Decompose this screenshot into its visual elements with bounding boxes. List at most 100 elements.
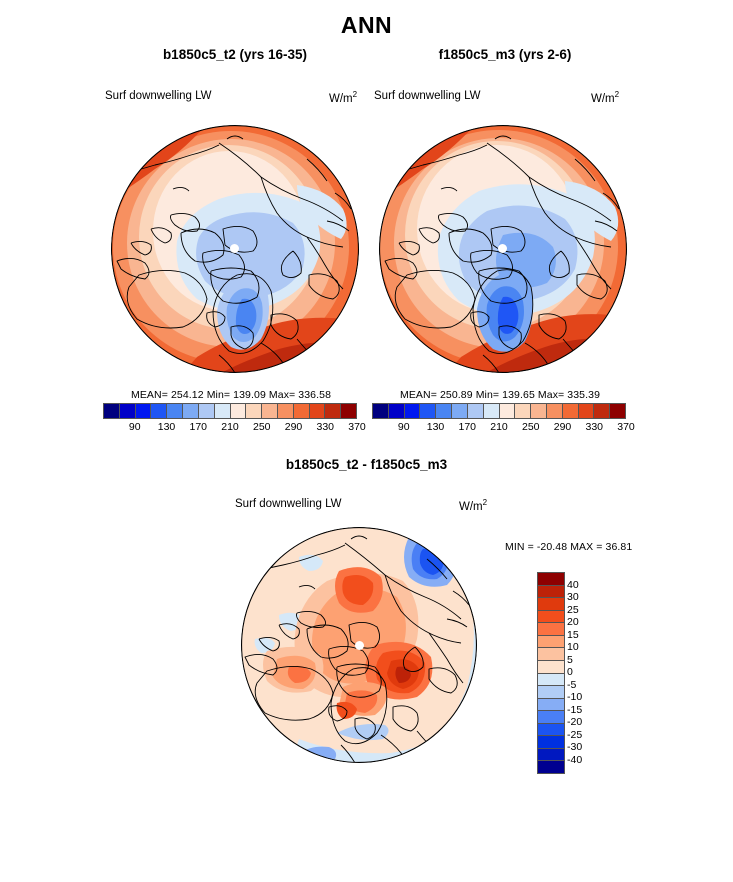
colorbar-horizontal-1[interactable]: 90 130 170 210 250 290 330 370	[103, 403, 366, 435]
polar-map-panel-1[interactable]	[111, 125, 359, 373]
colorbar-v-tick-neg10: -10	[567, 691, 583, 703]
panel-2-unit-label: W/m2	[591, 90, 619, 105]
colorbar-band-8	[230, 404, 247, 418]
colorbar-v-band-10	[538, 698, 564, 712]
colorbar-tick-370: 370	[617, 421, 635, 433]
colorbar-v-band-4	[538, 623, 564, 636]
colorbar-v-band-9	[538, 686, 564, 699]
colorbar-tick-210: 210	[221, 421, 239, 433]
colorbar-band-15	[341, 404, 356, 418]
panel-1-unit-text: W/m	[329, 92, 353, 105]
difference-unit-label: W/m2	[459, 498, 487, 513]
colorbar-v-band-12	[538, 723, 564, 737]
colorbar-band-11	[546, 404, 563, 418]
colorbar-v-tick-neg30: -30	[567, 741, 583, 753]
panel-1-stats: MEAN= 254.12 Min= 139.09 Max= 336.58	[130, 389, 332, 401]
colorbar-tick-290: 290	[284, 421, 303, 433]
panel-2-stats: MEAN= 250.89 Min= 139.65 Max= 335.39	[399, 389, 601, 401]
colorbar-v-tick-15: 15	[567, 628, 579, 641]
polar-map-difference[interactable]	[241, 527, 477, 763]
colorbar-v-tick-neg20: -20	[567, 716, 583, 728]
colorbar-band-0	[104, 404, 120, 418]
colorbar-band-3	[420, 404, 437, 418]
colorbar-v-tick-neg40: -40	[567, 753, 583, 766]
colorbar-v-band-15	[538, 761, 564, 773]
difference-panel-title: b1850c5_t2 - f1850c5_m3	[285, 457, 448, 472]
colorbar-tick-210: 210	[490, 421, 508, 433]
colorbar-band-10	[262, 404, 278, 418]
colorbar-v-tick-5: 5	[567, 653, 573, 666]
colorbar-band-3	[151, 404, 168, 418]
colorbar-band-14	[594, 404, 611, 418]
colorbar-horizontal-2[interactable]: 90 130 170 210 250 290 330 370	[372, 403, 635, 435]
colorbar-v-band-3	[538, 610, 564, 624]
colorbar-band-0	[373, 404, 389, 418]
colorbar-band-5	[183, 404, 199, 418]
panel-1-unit-exponent: 2	[352, 90, 358, 99]
colorbar-band-2	[404, 404, 421, 418]
colorbar-band-12	[293, 404, 310, 418]
colorbar-vertical-ticks: 40 30 25 20 15 10 5 0 -5 -10 -15 -20 -25 -30 -40	[567, 572, 607, 772]
colorbar-band-13	[578, 404, 595, 418]
colorbar-v-tick-neg15: -15	[567, 703, 583, 716]
colorbar-band-5	[452, 404, 468, 418]
colorbar-1-ticks: 90 130 170 210 250 290 330 370	[103, 419, 366, 435]
difference-variable-label: Surf downwelling LW	[235, 498, 342, 510]
panel-1-title: b1850c5_t2 (yrs 16-35)	[162, 47, 308, 62]
colorbar-tick-170: 170	[189, 421, 208, 433]
polar-map-panel-2[interactable]	[379, 125, 627, 373]
difference-unit-text: W/m	[459, 500, 483, 513]
colorbar-2-ticks: 90 130 170 210 250 290 330 370	[372, 419, 635, 435]
north-pole-marker-1	[230, 244, 239, 253]
panel-2-variable-label: Surf downwelling LW	[374, 90, 481, 102]
difference-stats: MIN = -20.48 MAX = 36.81	[505, 541, 633, 553]
colorbar-band-1	[119, 404, 136, 418]
colorbar-band-9	[515, 404, 532, 418]
colorbar-band-12	[562, 404, 579, 418]
colorbar-tick-290: 290	[553, 421, 572, 433]
colorbar-tick-170: 170	[458, 421, 477, 433]
colorbar-tick-130: 130	[426, 421, 445, 433]
colorbar-tick-250: 250	[252, 421, 271, 433]
colorbar-v-tick-20: 20	[567, 616, 579, 628]
colorbar-v-tick-0: 0	[567, 666, 573, 678]
panel-2-unit-exponent: 2	[614, 90, 620, 99]
colorbar-v-tick-30: 30	[567, 591, 579, 603]
colorbar-band-10	[531, 404, 547, 418]
colorbar-tick-370: 370	[348, 421, 366, 433]
colorbar-band-4	[436, 404, 453, 418]
panel-1-variable-label: Surf downwelling LW	[105, 90, 212, 102]
colorbar-v-band-13	[538, 736, 564, 749]
colorbar-tick-330: 330	[316, 421, 335, 433]
colorbar-band-4	[167, 404, 184, 418]
colorbar-v-band-5	[538, 635, 564, 649]
colorbar-vertical-difference[interactable]	[537, 572, 565, 774]
colorbar-band-13	[309, 404, 326, 418]
colorbar-1-bands	[103, 403, 357, 419]
colorbar-band-14	[325, 404, 342, 418]
panel-2-title: f1850c5_m3 (yrs 2-6)	[438, 47, 572, 62]
colorbar-tick-130: 130	[157, 421, 176, 433]
colorbar-band-7	[214, 404, 231, 418]
colorbar-band-1	[388, 404, 405, 418]
colorbar-v-band-7	[538, 660, 564, 674]
colorbar-tick-250: 250	[521, 421, 540, 433]
colorbar-band-8	[499, 404, 516, 418]
colorbar-v-tick-neg25: -25	[567, 728, 583, 741]
difference-unit-exponent: 2	[482, 498, 488, 507]
colorbar-v-band-14	[538, 748, 564, 762]
colorbar-v-tick-40: 40	[567, 578, 579, 591]
colorbar-v-band-0	[538, 573, 564, 586]
colorbar-band-6	[467, 404, 484, 418]
colorbar-v-tick-10: 10	[567, 641, 579, 653]
colorbar-v-band-8	[538, 673, 564, 687]
colorbar-v-tick-25: 25	[567, 603, 579, 616]
colorbar-band-11	[277, 404, 294, 418]
colorbar-tick-90: 90	[128, 421, 141, 433]
north-pole-marker-2	[498, 244, 507, 253]
panel-1-unit-label: W/m2	[329, 90, 357, 105]
colorbar-band-6	[198, 404, 215, 418]
north-pole-marker-3	[355, 641, 364, 650]
colorbar-band-2	[135, 404, 152, 418]
colorbar-tick-330: 330	[585, 421, 604, 433]
